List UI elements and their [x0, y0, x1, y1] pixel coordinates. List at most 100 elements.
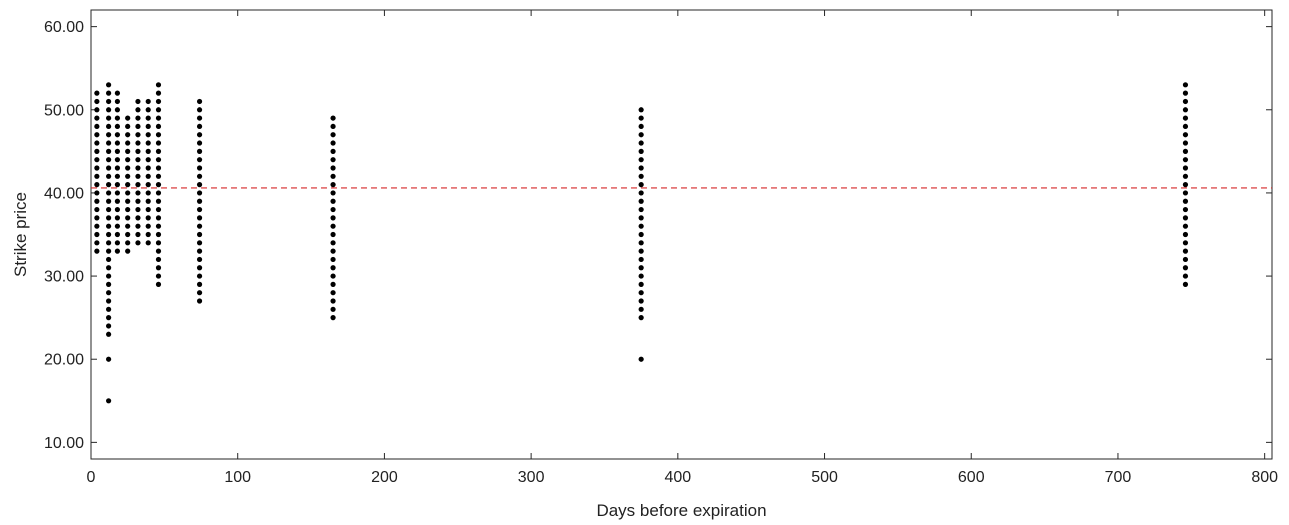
data-point [330, 315, 336, 321]
data-point [155, 82, 162, 88]
y-tick-label: 30.00 [44, 269, 84, 286]
data-point [196, 256, 203, 263]
data-point [114, 173, 121, 179]
data-point [106, 115, 112, 121]
data-point [145, 223, 151, 229]
data-point [638, 215, 644, 221]
data-point [155, 157, 162, 163]
data-point [638, 315, 644, 321]
data-point [638, 140, 644, 146]
data-point [125, 231, 131, 238]
data-point [1182, 206, 1189, 213]
data-point [330, 165, 336, 171]
data-point [638, 132, 644, 138]
data-point [330, 290, 336, 296]
data-point [1182, 107, 1189, 113]
data-point [145, 140, 151, 146]
data-point [1182, 198, 1189, 204]
x-axis-title: Days before expiration [596, 501, 766, 520]
data-point [638, 223, 644, 229]
data-point [155, 107, 162, 113]
data-point [145, 148, 151, 154]
data-point [106, 123, 112, 130]
data-point [125, 198, 131, 204]
x-tick-label: 400 [664, 469, 691, 486]
data-point [155, 132, 162, 138]
data-point [106, 256, 112, 263]
data-point [114, 231, 121, 238]
data-point [330, 273, 336, 279]
data-point [330, 240, 336, 246]
data-point [1182, 215, 1189, 221]
data-point [155, 198, 162, 204]
data-point [330, 298, 336, 304]
data-point [145, 182, 151, 188]
data-point [106, 323, 112, 329]
data-point [196, 190, 203, 196]
data-point [106, 281, 112, 287]
data-point [638, 107, 644, 113]
data-point [330, 281, 336, 287]
data-point [155, 281, 162, 287]
data-point [135, 98, 141, 105]
data-point [145, 123, 151, 130]
data-point [125, 248, 131, 254]
data-point [1182, 157, 1189, 163]
data-point [106, 157, 112, 163]
data-point [106, 290, 112, 296]
data-point [145, 173, 151, 179]
data-point [94, 206, 100, 213]
data-point [135, 132, 141, 138]
data-point [106, 107, 112, 113]
data-point [330, 231, 336, 238]
data-point [196, 157, 203, 163]
data-point [135, 107, 141, 113]
data-point [145, 157, 151, 163]
data-point [114, 98, 121, 105]
y-tick-label: 40.00 [44, 185, 84, 202]
data-point [94, 98, 100, 105]
data-point [125, 240, 131, 246]
data-point [106, 398, 112, 404]
data-point [114, 190, 121, 196]
data-point [330, 182, 336, 188]
data-point [135, 206, 141, 213]
data-point [106, 148, 112, 154]
data-point [330, 248, 336, 254]
data-point [330, 115, 336, 121]
data-point [1182, 223, 1189, 229]
data-point [106, 315, 112, 321]
data-point [106, 223, 112, 229]
x-tick-label: 200 [371, 469, 398, 486]
y-tick-label: 20.00 [44, 352, 84, 369]
data-point [135, 115, 141, 121]
data-point [135, 223, 141, 229]
data-point [196, 273, 203, 279]
data-point [94, 165, 100, 171]
data-point [1182, 140, 1189, 146]
data-point [114, 248, 121, 254]
data-point [145, 215, 151, 221]
data-point [155, 182, 162, 188]
data-point [135, 148, 141, 154]
data-point [106, 331, 112, 337]
data-point [330, 173, 336, 179]
data-point [125, 123, 131, 130]
data-point [330, 123, 336, 130]
data-point [94, 132, 100, 138]
data-point [155, 98, 162, 105]
data-point [125, 165, 131, 171]
data-point [94, 123, 100, 130]
data-point [125, 173, 131, 179]
data-point [1182, 98, 1189, 105]
data-point [94, 223, 100, 229]
data-point [106, 140, 112, 146]
data-point [638, 281, 644, 287]
data-point [155, 256, 162, 263]
data-point [94, 190, 100, 196]
data-point [125, 190, 131, 196]
data-point [125, 206, 131, 213]
data-point [155, 231, 162, 238]
data-point [106, 240, 112, 246]
